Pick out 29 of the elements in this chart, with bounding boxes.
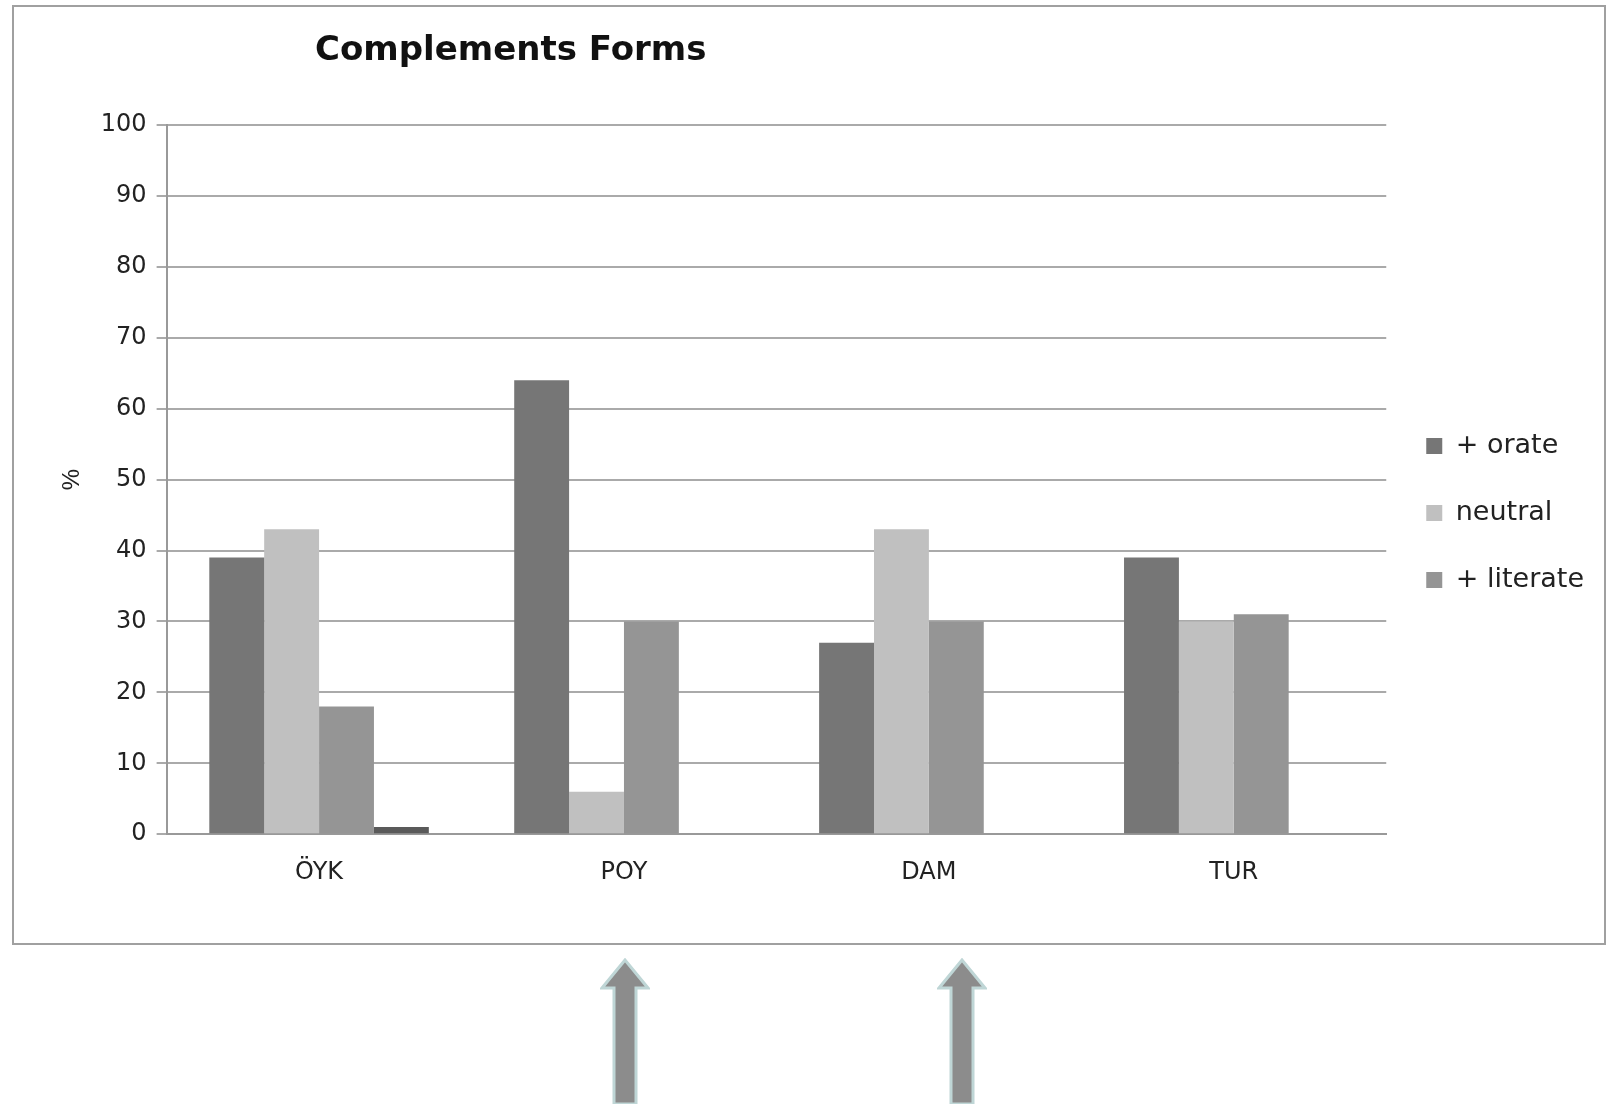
bar: [1178, 621, 1234, 834]
y-tick-label: 70: [116, 321, 147, 350]
y-tick-label: 90: [116, 180, 147, 209]
bar: [209, 557, 265, 834]
bar: [264, 529, 320, 834]
bar: [1124, 557, 1179, 834]
y-tick-label: 30: [116, 605, 147, 634]
x-tick-label: TUR: [1208, 856, 1259, 885]
y-tick-label: 50: [116, 463, 147, 492]
x-tick-label: POY: [600, 856, 648, 885]
legend-label: + orate: [1455, 428, 1559, 460]
bar: [819, 642, 874, 834]
bar: [373, 827, 429, 834]
y-tick-label: 40: [116, 534, 147, 563]
bar: [874, 529, 929, 834]
chart-title: Complements Forms: [315, 28, 707, 68]
y-tick-label: 100: [100, 109, 147, 138]
x-tick-label: DAM: [901, 856, 957, 885]
legend-label: + literate: [1455, 562, 1584, 594]
y-tick-label: 20: [116, 676, 147, 705]
y-tick-label: 60: [116, 392, 147, 421]
y-axis-title: %: [57, 468, 85, 491]
bar: [569, 791, 624, 834]
y-tick-label: 80: [116, 251, 147, 280]
y-tick-label: 10: [116, 747, 147, 776]
x-tick-label: ÖYK: [295, 855, 345, 885]
y-tick-label: 0: [131, 818, 147, 847]
legend-label: neutral: [1455, 495, 1553, 527]
bar: [514, 380, 570, 834]
